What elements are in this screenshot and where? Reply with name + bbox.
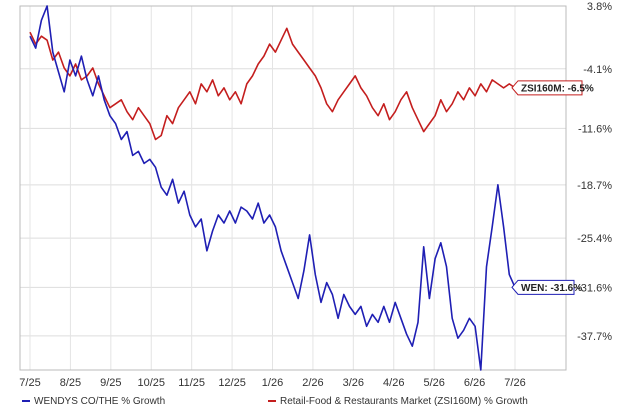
y-tick-label: -25.4% [577,233,612,245]
grid-lines [20,5,566,370]
x-tick-label: 12/25 [218,377,246,389]
callout-layer: ZSI160M: -6.5% WEN: -31.6% [511,80,594,295]
x-tick-label: 8/25 [60,377,81,389]
legend-swatch-zsi160m [268,400,276,403]
series-line-wendys [29,5,516,371]
x-tick-label: 11/25 [178,377,205,389]
x-tick-label: 7/26 [504,377,525,389]
y-tick-label: -31.6% [577,282,612,294]
callout-label: WEN: -31.6% [521,283,582,294]
y-tick-label: 3.8% [587,1,612,13]
y-tick-label: -37.7% [577,331,612,343]
x-tick-label: 2/26 [302,377,323,389]
legend-swatch-wendys [22,400,30,403]
x-tick-label: 6/26 [464,377,485,389]
x-tick-label: 4/26 [383,377,404,389]
callout-label: ZSI160M: -6.5% [521,83,594,94]
legend-label-wendys: WENDYS CO/THE % Growth [34,396,166,407]
callout-box [511,279,575,295]
y-tick-label: -18.7% [577,180,612,192]
x-tick-label: 10/25 [137,377,165,389]
plot-border [19,5,567,371]
callout-zsi160m: ZSI160M: -6.5% [511,80,594,96]
x-axis-ticks: 7/25 8/25 9/25 10/25 11/25 12/25 1/26 2/26 3/26 4… [19,377,525,389]
x-tick-label: 3/26 [343,377,364,389]
x-tick-label: 1/26 [262,377,283,389]
legend-item-wendys: WENDYS CO/THE % Growth [22,396,165,407]
callout-wendys: WEN: -31.6% [511,279,582,295]
x-tick-label: 7/25 [19,377,40,389]
series-line-zsi160m [29,27,516,141]
y-axis-ticks: 3.8% -4.1% -11.6% -18.7% -25.4% -31.6% -37.7% [577,1,612,343]
x-tick-label: 9/25 [100,377,121,389]
y-tick-label: -4.1% [583,64,612,76]
series-layer [29,5,516,371]
y-tick-label: -11.6% [578,123,612,135]
legend-item-zsi160m: Retail-Food & Restaurants Market (ZSI160… [268,396,528,407]
legend-label-zsi160m: Retail-Food & Restaurants Market (ZSI160… [280,396,528,407]
x-tick-label: 5/26 [423,377,444,389]
callout-box [511,80,583,96]
